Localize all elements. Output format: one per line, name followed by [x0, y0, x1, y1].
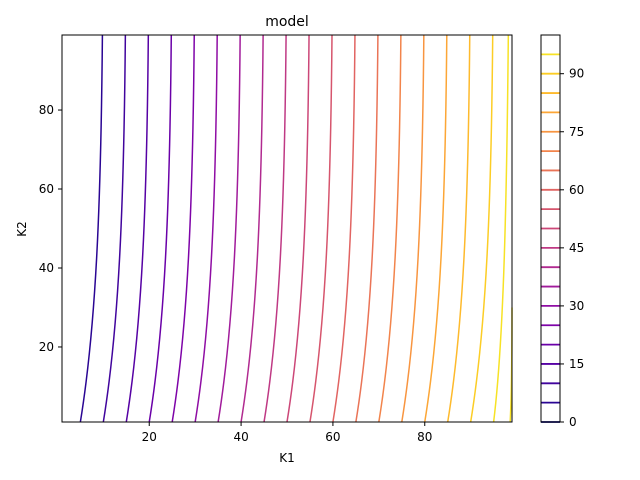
contour-line-60 [332, 34, 356, 423]
contour-line-80 [424, 34, 448, 423]
contour-line-75 [401, 34, 425, 423]
x-axis: 20 40 60 80 [142, 422, 432, 444]
x-axis-label: K1 [279, 451, 295, 465]
colorbar-ticks: 0 15 30 45 60 75 90 [560, 67, 584, 429]
colorbar-tick-label: 0 [569, 415, 577, 429]
y-tick-label: 40 [39, 261, 54, 275]
x-tick-label: 20 [142, 430, 157, 444]
y-tick-label: 80 [39, 103, 54, 117]
colorbar-tick-label: 15 [569, 357, 584, 371]
colorbar [541, 53, 560, 423]
contour-line-45 [263, 34, 287, 423]
y-tick-label: 60 [39, 182, 54, 196]
colorbar-tick-label: 60 [569, 183, 584, 197]
x-tick-label: 80 [417, 430, 432, 444]
contour-line-95 [492, 34, 510, 423]
contour-line-30 [194, 34, 218, 423]
contour-line-40 [240, 34, 264, 423]
contour-lines [79, 34, 513, 423]
contour-line-70 [378, 34, 402, 423]
colorbar-tick-label: 75 [569, 125, 584, 139]
contour-line-55 [309, 34, 333, 423]
contour-line-10 [102, 34, 127, 423]
contour-line-20 [148, 34, 173, 423]
contour-line-25 [171, 34, 195, 423]
contour-line-65 [355, 34, 379, 423]
contour-line-35 [217, 34, 241, 423]
x-tick-label: 60 [325, 430, 340, 444]
x-tick-label: 40 [233, 430, 248, 444]
colorbar-tick-label: 90 [569, 67, 584, 81]
colorbar-tick-label: 30 [569, 299, 584, 313]
chart-title: model [265, 14, 309, 30]
colorbar-frame [540, 34, 561, 423]
y-axis: 20 40 60 80 [39, 103, 62, 354]
contour-line-50 [286, 34, 310, 423]
plot-frame [61, 34, 513, 423]
y-axis-label: K2 [15, 221, 29, 237]
contour-line-85 [446, 34, 471, 423]
contour-line-15 [125, 34, 150, 423]
contour-line-90 [469, 34, 494, 423]
contour-line-5 [79, 34, 104, 423]
colorbar-tick-label: 45 [569, 241, 584, 255]
y-tick-label: 20 [39, 340, 54, 354]
